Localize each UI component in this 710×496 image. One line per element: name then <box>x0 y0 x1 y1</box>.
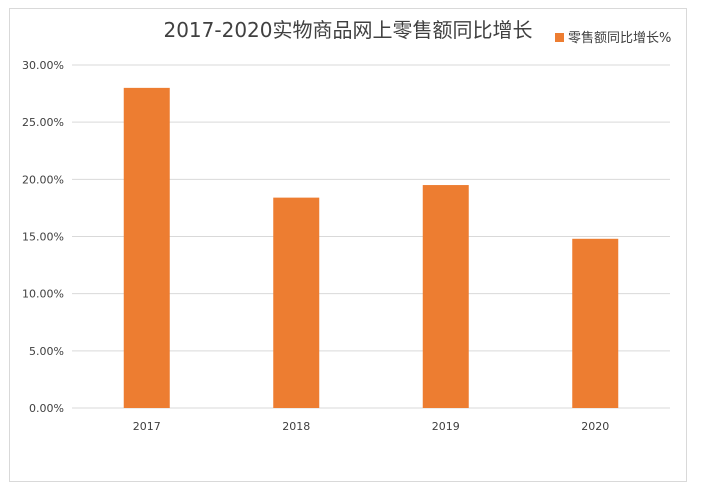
y-tick-label: 30.00% <box>22 59 64 72</box>
bar-2017 <box>123 87 170 408</box>
bar-2018 <box>273 197 320 408</box>
gridlines <box>72 64 670 409</box>
legend-label: 零售额同比增长% <box>568 30 671 46</box>
bar-2020 <box>572 238 619 408</box>
x-tick-label: 2020 <box>581 420 609 433</box>
bars <box>123 87 619 408</box>
y-tick-label: 25.00% <box>22 116 64 129</box>
y-axis-tick-labels: 0.00% 5.00% 10.00% 15.00% 20.00% 25.00% 30.00% <box>22 59 64 415</box>
y-tick-label: 20.00% <box>22 173 64 186</box>
y-tick-label: 5.00% <box>29 345 64 358</box>
y-tick-label: 0.00% <box>29 402 64 415</box>
x-tick-label: 2017 <box>133 420 161 433</box>
legend: 零售额同比增长% <box>555 30 671 46</box>
legend-swatch <box>555 33 564 42</box>
x-tick-label: 2019 <box>432 420 460 433</box>
x-axis-tick-labels: 2017 2018 2019 2020 <box>133 420 610 433</box>
bar-2019 <box>422 185 469 408</box>
x-tick-label: 2018 <box>282 420 310 433</box>
y-tick-label: 10.00% <box>22 288 64 301</box>
chart-title: 2017-2020实物商品网上零售额同比增长 <box>163 18 532 42</box>
y-tick-label: 15.00% <box>22 231 64 244</box>
